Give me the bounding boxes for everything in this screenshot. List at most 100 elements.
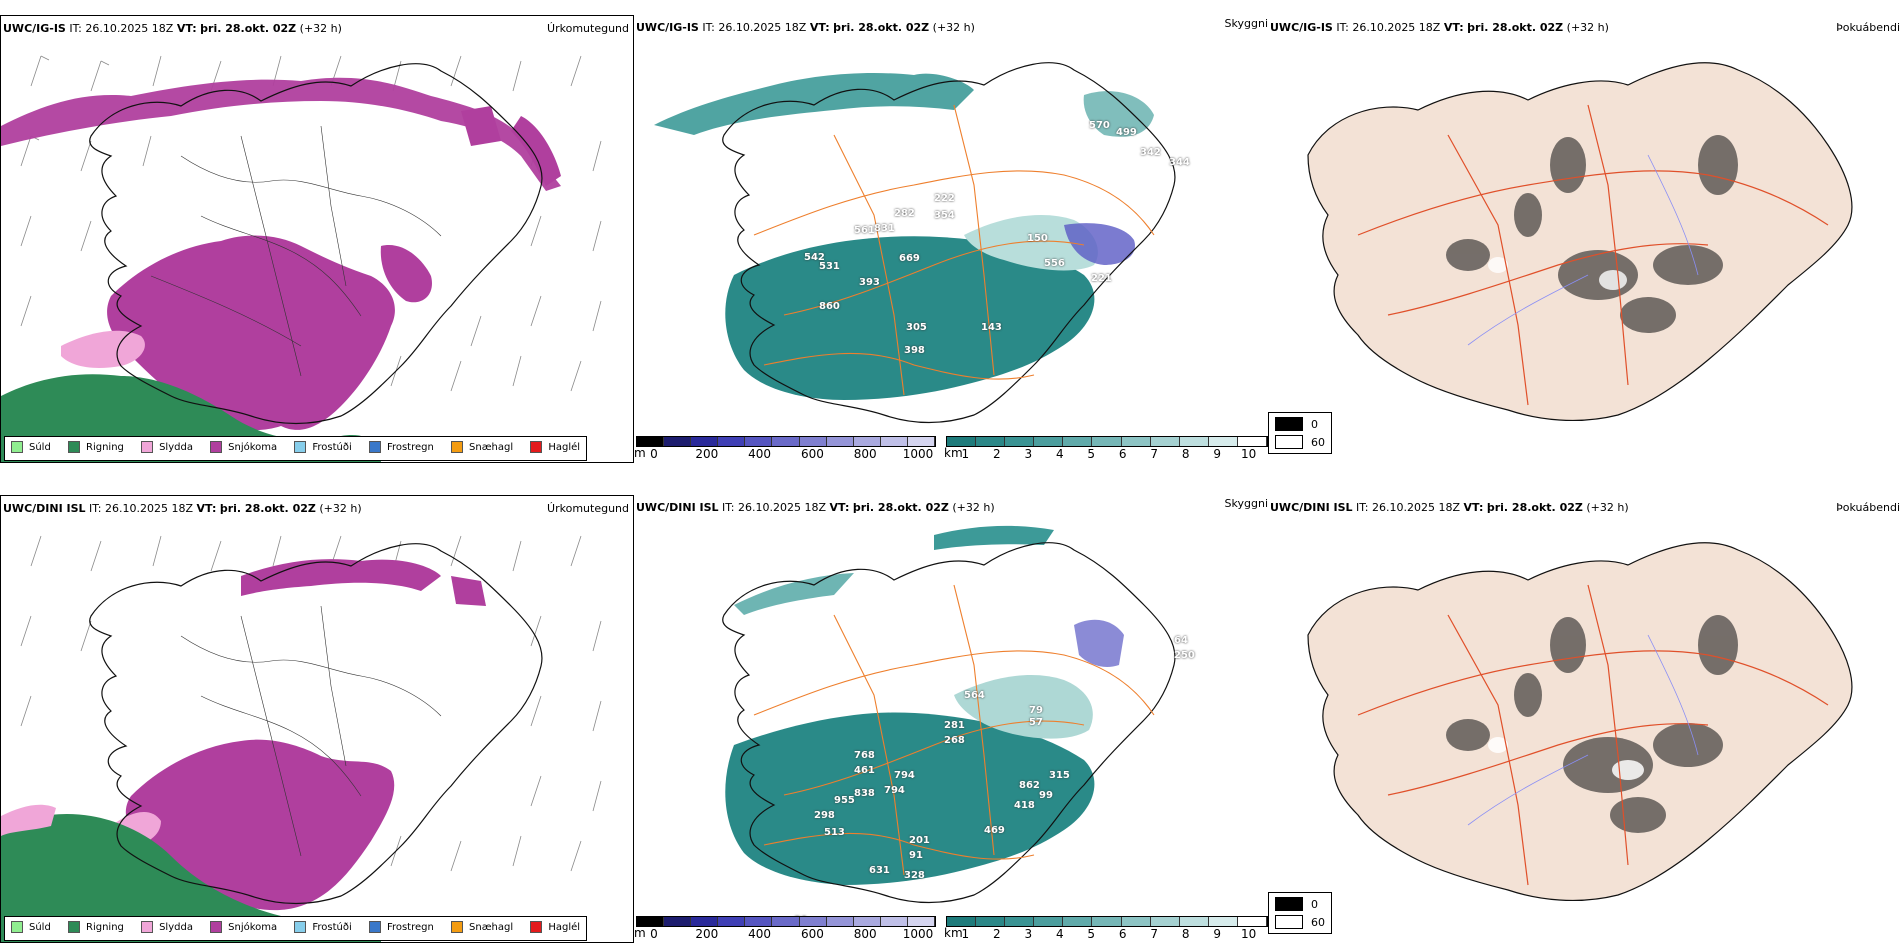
legend-label: Súld: [29, 921, 51, 933]
fog-legend-bottom: 0 60: [1268, 892, 1332, 934]
fog-legend-label: 60: [1311, 915, 1325, 929]
legend-label: Snæhagl: [469, 921, 514, 933]
legend-item: Rigning: [68, 441, 124, 453]
vt-value: þri. 28.okt. 02Z: [219, 502, 316, 515]
station-label: 201: [909, 835, 930, 846]
colorbar-tick-label: 6: [1118, 927, 1127, 941]
colorbar-cell: [826, 437, 854, 446]
legend-item: Frostregn: [368, 921, 434, 933]
fog-panel-bottom: UWC/DINI ISL IT: 26.10.2025 18Z VT: þri.…: [1268, 495, 1900, 943]
precip-type-panel-bottom: UWC/DINI ISL IT: 26.10.2025 18Z VT: þri.…: [0, 495, 634, 943]
legend-item: Snæhagl: [451, 921, 513, 933]
legend-item: Snæhagl: [451, 441, 513, 453]
colorbar-cell: [691, 917, 719, 926]
colorbar-cell: [853, 917, 881, 926]
visibility-colorbar-ticks: 1 2 3 4 5 6 7 8 9 10: [946, 447, 1268, 461]
colorbar-tick-label: 1: [961, 447, 970, 461]
station-label: 250: [1174, 650, 1195, 661]
height-colorbar-top: 0 200 400 600 800 1000 m: [634, 436, 936, 461]
legend-swatch: [368, 441, 381, 453]
station-label: 79: [1029, 705, 1043, 716]
station-label: 57: [1029, 717, 1043, 728]
legend-swatch: [141, 921, 154, 933]
colorbar-tick-label: 8: [1181, 447, 1190, 461]
colorbar-cell: [1208, 917, 1238, 926]
legend-item: Slydda: [141, 921, 193, 933]
legend-label: Snjókoma: [228, 921, 278, 933]
height-unit: m: [634, 926, 646, 940]
station-label: 221: [1091, 273, 1112, 284]
station-label: 669: [899, 253, 920, 264]
colorbar-tick-label: 9: [1213, 927, 1222, 941]
colorbar-cell: [799, 437, 827, 446]
legend-label: Slydda: [159, 921, 193, 933]
colorbar-tick-label: 2: [992, 927, 1001, 941]
station-label: 561: [854, 225, 875, 236]
legend-item: Frostregn: [368, 441, 434, 453]
height-colorbar-ticks: 0 200 400 600 800 1000: [636, 447, 936, 461]
colorbar-cell: [1005, 437, 1035, 446]
legend-swatch: [368, 921, 381, 933]
vt-label: VT:: [196, 502, 217, 515]
colorbar-cell: [880, 917, 908, 926]
visibility-colorbar-cells: [946, 916, 1268, 927]
colorbar-tick-label: 400: [748, 447, 772, 461]
legend-label: Rigning: [86, 441, 124, 453]
vt-label: VT:: [176, 22, 197, 35]
vt-value: þri. 28.okt. 02Z: [852, 501, 949, 514]
colorbar-tick-label: 10: [1241, 927, 1257, 941]
it-value: 26.10.2025 18Z: [738, 501, 827, 514]
legend-item: Slydda: [141, 441, 193, 453]
panel-title-visibility: Skyggni: [1224, 17, 1268, 30]
fog-legend-label: 0: [1311, 897, 1318, 911]
legend-item: Súld: [11, 441, 51, 453]
legend-label: Haglél: [548, 441, 581, 453]
colorbar-tick-label: 0: [650, 927, 658, 941]
colorbar-tick-label: 4: [1055, 927, 1064, 941]
station-label: 150: [1027, 233, 1048, 244]
height-colorbar-bottom: 0 200 400 600 800 1000 m: [634, 916, 936, 941]
precip-legend-bottom: Súld Rigning Slydda Snjókoma Frostúði Fr…: [4, 916, 588, 941]
station-label: 499: [1116, 127, 1137, 138]
colorbar-cell: [745, 437, 773, 446]
vt-label: VT:: [1443, 21, 1464, 34]
visibility-unit: km: [944, 926, 963, 940]
visibility-colorbar-top: 1 2 3 4 5 6 7 8 9 10 km: [944, 436, 1268, 461]
colorbar-tick-label: 600: [800, 447, 824, 461]
legend-swatch: [210, 921, 223, 933]
colorbar-cell: [1092, 917, 1122, 926]
colorbar-cell: [691, 437, 719, 446]
legend-swatch: [294, 921, 307, 933]
legend-item: Súld: [11, 921, 51, 933]
it-label: IT:: [1356, 501, 1369, 514]
lead-time: (+32 h): [319, 502, 362, 515]
lead-time: (+32 h): [1566, 21, 1609, 34]
colorbar-cell: [1121, 917, 1151, 926]
panel-title-fog: Þokuábendi: [1836, 21, 1900, 34]
visibility-panel-top: UWC/IG-IS IT: 26.10.2025 18Z VT: þri. 28…: [634, 15, 1268, 463]
station-label: 298: [814, 810, 835, 821]
colorbar-tick-label: 1000: [902, 447, 934, 461]
fog-legend-item: 0: [1275, 417, 1325, 431]
legend-label: Súld: [29, 441, 51, 453]
height-colorbar-cells: [636, 916, 936, 927]
colorbar-tick-label: 600: [800, 927, 824, 941]
model-name: UWC/DINI ISL: [636, 501, 719, 514]
colorbar-cell: [664, 437, 692, 446]
fog-legend-swatch: [1275, 435, 1303, 449]
colorbar-cell: [718, 437, 746, 446]
legend-swatch: [294, 441, 307, 453]
station-label: 268: [944, 735, 965, 746]
fog-legend-item: 60: [1275, 435, 1325, 449]
panel-title-visibility: Skyggni: [1224, 497, 1268, 510]
legend-swatch: [68, 921, 80, 933]
station-label: 418: [1014, 800, 1035, 811]
legend-label: Frostúði: [312, 441, 352, 453]
colorbar-tick-label: 7: [1150, 447, 1159, 461]
station-label: 393: [859, 277, 880, 288]
colorbar-tick-label: 4: [1055, 447, 1064, 461]
station-label: 91: [909, 850, 923, 861]
row-header-bottom-2: UWC/DINI ISL IT: 26.10.2025 18Z VT: þri.…: [636, 501, 995, 514]
model-name: UWC/DINI ISL: [1270, 501, 1353, 514]
fog-map-bottom: [1307, 542, 1853, 902]
